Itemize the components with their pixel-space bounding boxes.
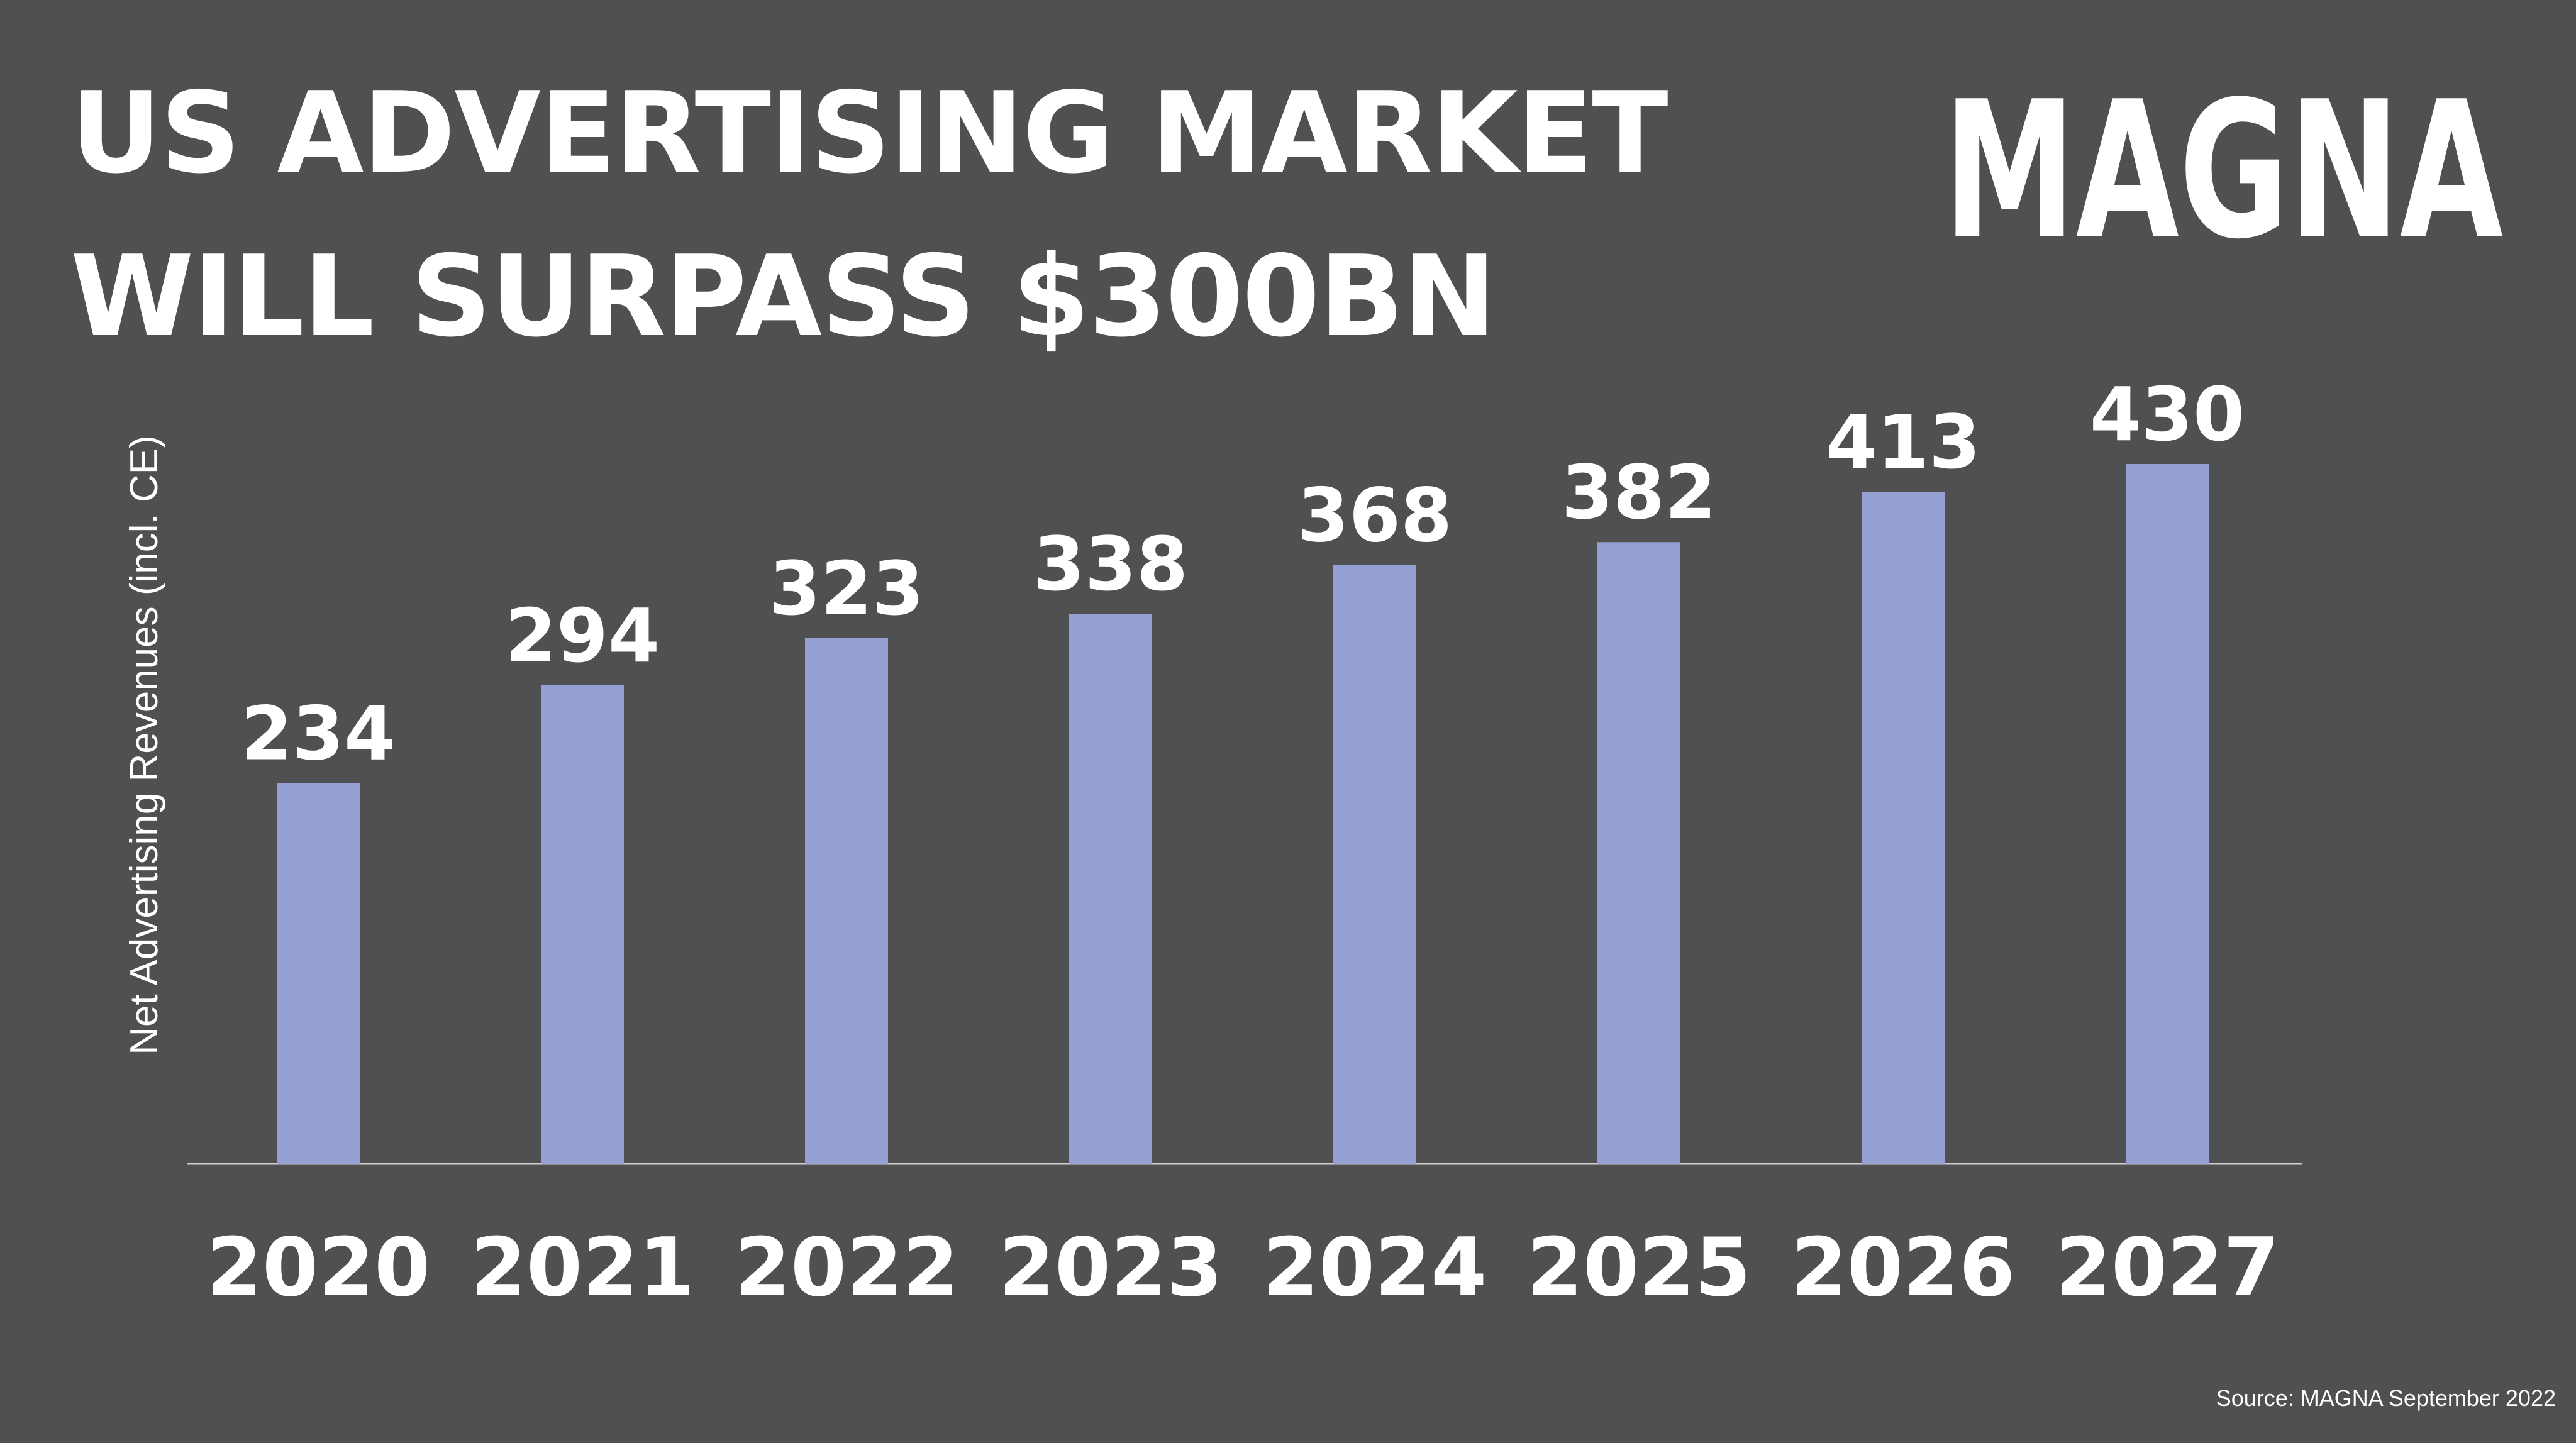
data-label-2024: 368 [1297,472,1452,558]
data-label-2022: 323 [769,545,924,632]
title-line-1: US ADVERTISING MARKET [70,68,1668,198]
data-label-2027: 430 [2090,371,2245,458]
x-tick-labels-group: 2020 2021 2022 2023 2024 2025 2026 2027 [206,1221,2279,1315]
data-labels-group: 234 294 323 338 368 382 413 430 [241,371,2245,777]
source-note: Source: MAGNA September 2022 [2216,1385,2556,1411]
bars-group [277,464,2209,1164]
x-tick-label-2026: 2026 [1791,1221,2015,1315]
x-tick-label-2027: 2027 [2055,1221,2279,1315]
data-label-2020: 234 [241,690,396,777]
logo-text: MAGNA [1943,61,2504,245]
data-label-2021: 294 [505,592,660,679]
bar-2024 [1333,565,1416,1164]
x-tick-label-2020: 2020 [206,1221,430,1315]
data-label-2026: 413 [1826,399,1980,485]
x-tick-label-2021: 2021 [470,1221,694,1315]
x-tick-label-2024: 2024 [1263,1221,1487,1315]
bar-2020 [277,783,360,1164]
bar-2027 [2126,464,2209,1164]
y-axis-label: Net Advertising Revenues (incl. CE) [123,435,166,1055]
data-label-2023: 338 [1033,521,1188,607]
x-tick-label-2023: 2023 [999,1221,1223,1315]
bar-2025 [1597,542,1680,1164]
data-label-2025: 382 [1562,449,1716,536]
magna-logo: MAGNA [1943,61,2504,245]
bar-2022 [805,638,888,1164]
chart-title: US ADVERTISING MARKET WILL SURPASS $300B… [70,52,1668,379]
x-tick-label-2025: 2025 [1527,1221,1751,1315]
title-line-2: WILL SURPASS $300BN [70,231,1496,362]
x-tick-label-2022: 2022 [735,1221,958,1315]
bar-2021 [541,685,624,1164]
bar-2023 [1069,614,1152,1164]
bar-2026 [1862,492,1945,1164]
